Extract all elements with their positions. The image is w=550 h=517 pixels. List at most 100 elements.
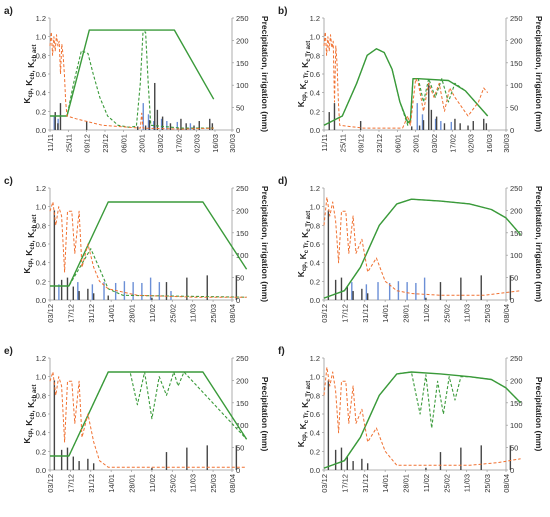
x-tick-label: 08/04 — [228, 474, 237, 493]
x-tick-label: 28/01 — [128, 304, 137, 323]
irrigation-bar — [166, 121, 168, 130]
panel-label: e) — [4, 346, 13, 357]
x-tick-label: 03/02 — [156, 134, 165, 153]
precipitation-bar — [206, 445, 208, 470]
irrigation-bar — [440, 121, 442, 130]
precipitation-bar — [66, 277, 69, 300]
y-axis-label: Kcp, Kc Tr, Kc Tr act — [296, 41, 312, 108]
y-axis-label: Kcp, Kc Tr, Kc Tr act — [296, 211, 312, 278]
x-tick-label: 11/11 — [320, 134, 329, 152]
irrigation-bar — [114, 282, 117, 300]
precipitation-bar — [87, 288, 89, 300]
y-tick-label: 0.2 — [36, 277, 46, 286]
y-tick-label: 1.2 — [36, 14, 46, 23]
y-tick-label: 1.2 — [310, 14, 320, 23]
irrigation-bar — [450, 121, 452, 130]
y2-tick-label: 150 — [510, 229, 523, 238]
precipitation-bar — [411, 126, 413, 130]
irrigation-bar — [58, 284, 60, 300]
y-tick-label: 0.8 — [36, 51, 46, 60]
precipitation-bar — [352, 461, 354, 470]
y-tick-label: 1.2 — [310, 354, 320, 363]
irrigation-bar — [415, 282, 417, 300]
ke-line — [49, 201, 247, 298]
precipitation-bar — [425, 467, 427, 470]
y2-tick-label: 0 — [236, 466, 240, 475]
x-tick-label: 28/01 — [402, 304, 411, 323]
precipitation-bar — [185, 123, 187, 130]
precipitation-bar — [72, 286, 74, 300]
y-tick-label: 0.4 — [36, 429, 46, 438]
y2-tick-label: 250 — [510, 354, 523, 363]
precipitation-bar — [193, 125, 195, 130]
y2-tick-label: 100 — [510, 81, 523, 90]
precipitation-bar — [148, 120, 151, 130]
y-tick-label: 0.2 — [36, 447, 46, 456]
irrigation-bar — [123, 281, 126, 300]
precipitation-bar — [53, 210, 56, 300]
precipitation-bar — [161, 116, 164, 130]
chart-panel: e) 0.0 0.2 0.4 0.6 0.8 1.0 1.2 0 50 100 150 200 250 03… — [4, 346, 270, 493]
kcp-line — [50, 29, 215, 117]
x-tick-label: 02/03 — [467, 134, 476, 153]
y-tick-label: 0.2 — [36, 107, 46, 116]
precipitation-bar — [92, 463, 95, 470]
x-tick-label: 02/03 — [193, 134, 202, 153]
precipitation-bar — [154, 82, 156, 130]
precipitation-bar — [53, 380, 56, 470]
precipitation-bar — [422, 120, 425, 130]
precipitation-bar — [346, 456, 348, 470]
irrigation-bar — [388, 282, 391, 300]
precipitation-bar — [156, 109, 159, 130]
x-tick-label: 14/01 — [381, 474, 390, 493]
x-tick-label: 31/12 — [87, 304, 96, 323]
y2-axis-label: Precipitation, irrigation (mm) — [534, 16, 544, 132]
y2-axis-label: Precipitation (mm) — [260, 377, 270, 452]
precipitation-bar — [87, 458, 89, 470]
kc-act-line — [323, 371, 521, 469]
precipitation-bar — [169, 123, 172, 130]
precipitation-bar — [180, 118, 182, 130]
x-tick-label: 16/03 — [211, 134, 220, 153]
x-tick-label: 11/03 — [463, 304, 472, 322]
x-tick-label: 30/03 — [228, 134, 237, 153]
y-tick-label: 0.6 — [310, 70, 320, 79]
precipitation-bar — [186, 447, 188, 470]
y2-tick-label: 0 — [510, 126, 514, 135]
precipitation-bar — [66, 447, 69, 470]
precipitation-bar — [165, 452, 168, 470]
precipitation-bar — [509, 275, 512, 300]
x-tick-label: 28/01 — [128, 474, 137, 493]
x-tick-label: 25/11 — [64, 134, 73, 152]
y2-tick-label: 250 — [510, 14, 523, 23]
ke-line — [49, 371, 247, 468]
y2-tick-label: 200 — [236, 376, 249, 385]
precipitation-bar — [439, 452, 442, 470]
precipitation-bar — [366, 463, 369, 470]
y2-tick-label: 150 — [510, 59, 523, 68]
panel-label: a) — [4, 6, 13, 17]
y-tick-label: 1.2 — [36, 184, 46, 193]
x-tick-label: 17/02 — [448, 134, 457, 153]
x-tick-label: 06/01 — [119, 134, 128, 153]
irrigation-bar — [416, 103, 418, 130]
y-tick-label: 0.8 — [36, 221, 46, 230]
y-tick-label: 0.2 — [310, 277, 320, 286]
precipitation-bar — [72, 456, 74, 470]
chart-panel: a) 0.0 0.2 0.4 0.6 0.8 1.0 1.2 0 50 100 150 200 250 11… — [4, 6, 270, 153]
precipitation-bar — [425, 297, 427, 300]
y-axis-label: Kcp, Kcb, Kcb act — [22, 214, 38, 273]
x-tick-label: 23/12 — [101, 134, 110, 153]
y-tick-label: 0.0 — [310, 466, 320, 475]
irrigation-bar — [160, 118, 163, 130]
x-tick-label: 23/12 — [375, 134, 384, 153]
y-tick-label: 1.0 — [310, 33, 320, 42]
y-tick-label: 0.0 — [310, 296, 320, 305]
irrigation-bar — [103, 282, 105, 300]
y2-tick-label: 0 — [510, 466, 514, 475]
panel-label: d) — [278, 176, 287, 187]
y2-tick-label: 200 — [510, 206, 523, 215]
y-tick-label: 0.4 — [310, 89, 320, 98]
kc-act-line — [50, 248, 247, 298]
